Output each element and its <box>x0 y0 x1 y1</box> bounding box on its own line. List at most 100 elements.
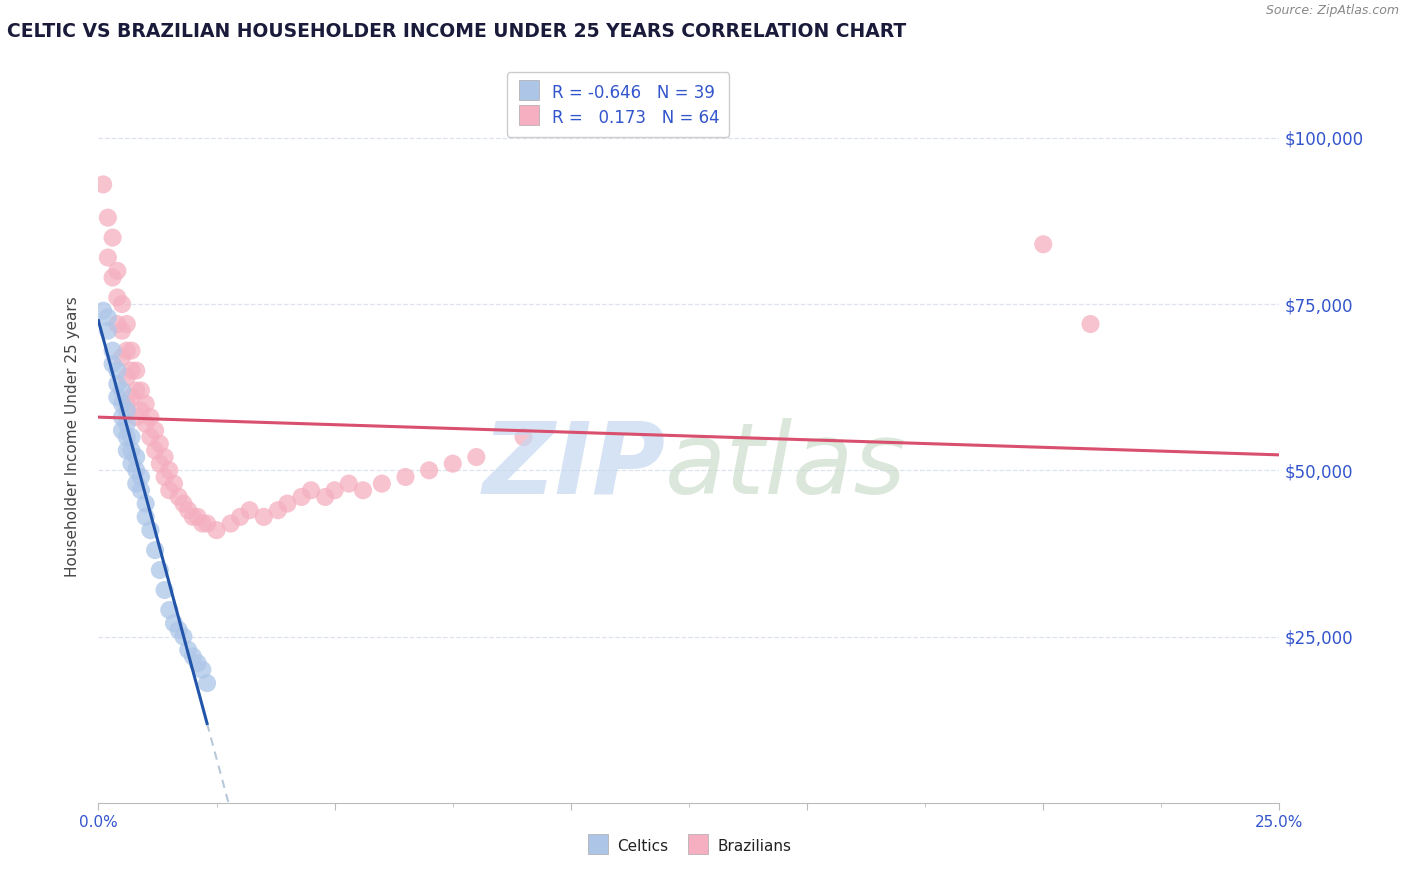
Point <box>512 430 534 444</box>
Point <box>177 643 200 657</box>
Point <box>290 490 312 504</box>
Point <box>121 457 143 471</box>
Point <box>153 582 176 597</box>
Point <box>135 417 157 431</box>
Point <box>337 476 360 491</box>
Point <box>149 563 172 577</box>
Point <box>195 516 218 531</box>
Point <box>239 503 262 517</box>
Point <box>163 616 186 631</box>
Point <box>101 357 124 371</box>
Point <box>125 363 148 377</box>
Point <box>115 443 138 458</box>
Point <box>121 430 143 444</box>
Point <box>115 430 138 444</box>
Text: CELTIC VS BRAZILIAN HOUSEHOLDER INCOME UNDER 25 YEARS CORRELATION CHART: CELTIC VS BRAZILIAN HOUSEHOLDER INCOME U… <box>7 22 907 41</box>
Point <box>105 376 128 391</box>
Point <box>135 397 157 411</box>
Text: Source: ZipAtlas.com: Source: ZipAtlas.com <box>1265 4 1399 18</box>
Point <box>115 417 138 431</box>
Point <box>143 424 166 438</box>
Point <box>125 450 148 464</box>
Point <box>143 443 166 458</box>
Point <box>121 343 143 358</box>
Point <box>115 397 138 411</box>
Point <box>1032 237 1054 252</box>
Point <box>253 509 276 524</box>
Point <box>111 410 134 425</box>
Point <box>205 523 228 537</box>
Point <box>1080 317 1102 331</box>
Point <box>143 543 166 558</box>
Point <box>276 497 298 511</box>
Point <box>105 317 128 331</box>
Point <box>195 676 218 690</box>
Text: ZIP: ZIP <box>482 417 665 515</box>
Legend: Celtics, Brazilians: Celtics, Brazilians <box>581 831 797 861</box>
Point <box>101 270 124 285</box>
Point <box>157 603 180 617</box>
Text: atlas: atlas <box>665 417 907 515</box>
Point <box>314 490 336 504</box>
Point <box>91 178 114 192</box>
Point <box>465 450 488 464</box>
Point <box>153 470 176 484</box>
Point <box>121 390 143 404</box>
Point <box>157 483 180 498</box>
Point <box>394 470 416 484</box>
Point <box>129 403 152 417</box>
Point <box>139 430 162 444</box>
Point <box>418 463 440 477</box>
Point <box>101 230 124 244</box>
Point <box>111 297 134 311</box>
Point <box>125 384 148 398</box>
Point <box>177 503 200 517</box>
Point <box>97 251 120 265</box>
Point <box>121 443 143 458</box>
Point <box>97 310 120 325</box>
Point <box>299 483 322 498</box>
Point <box>125 476 148 491</box>
Point <box>115 343 138 358</box>
Point <box>91 303 114 318</box>
Point <box>163 476 186 491</box>
Point <box>121 363 143 377</box>
Point <box>97 211 120 225</box>
Point <box>129 483 152 498</box>
Point <box>187 509 209 524</box>
Point <box>167 490 190 504</box>
Point <box>111 397 134 411</box>
Point <box>105 390 128 404</box>
Point <box>111 384 134 398</box>
Point <box>219 516 242 531</box>
Point <box>105 363 128 377</box>
Point <box>371 476 394 491</box>
Point <box>105 290 128 304</box>
Point <box>149 457 172 471</box>
Point <box>115 317 138 331</box>
Y-axis label: Householder Income Under 25 years: Householder Income Under 25 years <box>65 297 80 577</box>
Point <box>111 351 134 365</box>
Point <box>181 649 204 664</box>
Point <box>172 497 194 511</box>
Point <box>149 436 172 450</box>
Point <box>153 450 176 464</box>
Point <box>352 483 374 498</box>
Point <box>129 384 152 398</box>
Point <box>129 470 152 484</box>
Point <box>267 503 290 517</box>
Point <box>172 630 194 644</box>
Point <box>105 264 128 278</box>
Point <box>191 516 214 531</box>
Point <box>191 663 214 677</box>
Point <box>167 623 190 637</box>
Point <box>139 410 162 425</box>
Point <box>125 410 148 425</box>
Point <box>125 463 148 477</box>
Point <box>135 509 157 524</box>
Point <box>139 523 162 537</box>
Point <box>111 424 134 438</box>
Point <box>115 370 138 384</box>
Point <box>115 403 138 417</box>
Point <box>229 509 252 524</box>
